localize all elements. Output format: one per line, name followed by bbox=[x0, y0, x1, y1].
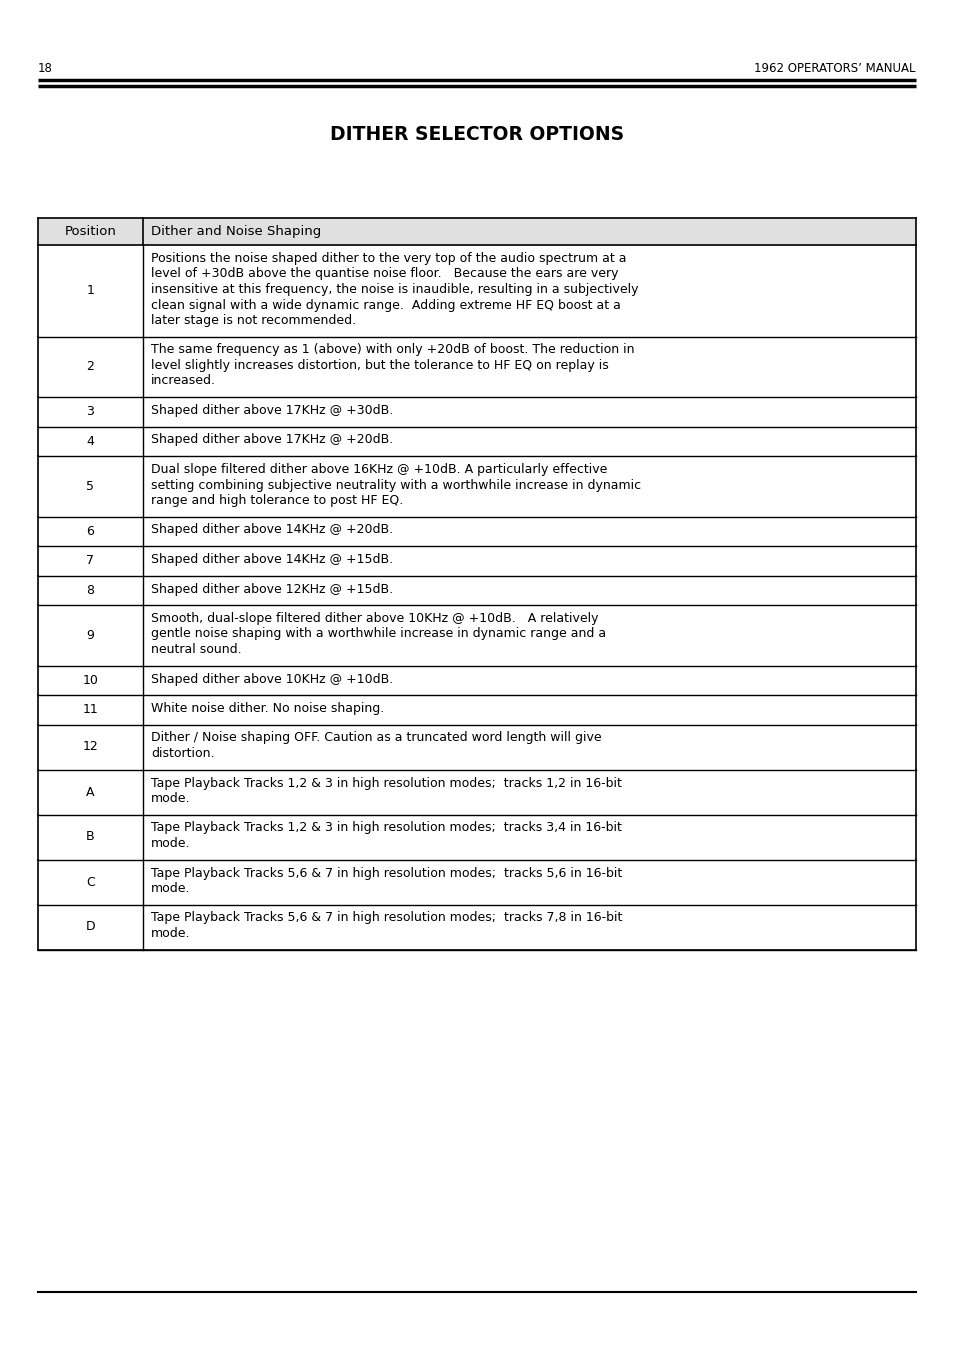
Text: 9: 9 bbox=[87, 628, 94, 642]
Text: Shaped dither above 14KHz @ +20dB.: Shaped dither above 14KHz @ +20dB. bbox=[151, 523, 393, 536]
Bar bbox=[38, 905, 915, 950]
Bar bbox=[38, 859, 915, 905]
Text: A: A bbox=[86, 785, 94, 798]
Text: range and high tolerance to post HF EQ.: range and high tolerance to post HF EQ. bbox=[151, 494, 403, 507]
Text: Position: Position bbox=[65, 226, 116, 238]
Text: B: B bbox=[86, 831, 94, 843]
Bar bbox=[38, 516, 915, 546]
Text: mode.: mode. bbox=[151, 882, 191, 894]
Text: 1: 1 bbox=[87, 284, 94, 297]
Text: Shaped dither above 12KHz @ +15dB.: Shaped dither above 12KHz @ +15dB. bbox=[151, 582, 393, 596]
Text: DITHER SELECTOR OPTIONS: DITHER SELECTOR OPTIONS bbox=[330, 124, 623, 143]
Text: Shaped dither above 14KHz @ +15dB.: Shaped dither above 14KHz @ +15dB. bbox=[151, 553, 393, 566]
Text: level of +30dB above the quantise noise floor.   Because the ears are very: level of +30dB above the quantise noise … bbox=[151, 267, 618, 281]
Text: 6: 6 bbox=[87, 524, 94, 538]
Text: 10: 10 bbox=[83, 674, 98, 686]
Text: level slightly increases distortion, but the tolerance to HF EQ on replay is: level slightly increases distortion, but… bbox=[151, 359, 608, 372]
Text: 7: 7 bbox=[87, 554, 94, 567]
Bar bbox=[38, 770, 915, 815]
Text: Tape Playback Tracks 5,6 & 7 in high resolution modes;  tracks 7,8 in 16-bit: Tape Playback Tracks 5,6 & 7 in high res… bbox=[151, 912, 621, 924]
Bar bbox=[38, 666, 915, 694]
Text: Dual slope filtered dither above 16KHz @ +10dB. A particularly effective: Dual slope filtered dither above 16KHz @… bbox=[151, 463, 607, 476]
Bar bbox=[38, 815, 915, 859]
Text: 4: 4 bbox=[87, 435, 94, 447]
Text: Shaped dither above 17KHz @ +30dB.: Shaped dither above 17KHz @ +30dB. bbox=[151, 404, 393, 417]
Bar bbox=[38, 397, 915, 427]
Text: White noise dither. No noise shaping.: White noise dither. No noise shaping. bbox=[151, 703, 384, 715]
Text: Dither and Noise Shaping: Dither and Noise Shaping bbox=[151, 226, 321, 238]
Text: 12: 12 bbox=[83, 740, 98, 754]
Text: Positions the noise shaped dither to the very top of the audio spectrum at a: Positions the noise shaped dither to the… bbox=[151, 253, 626, 265]
Text: Shaped dither above 10KHz @ +10dB.: Shaped dither above 10KHz @ +10dB. bbox=[151, 673, 393, 685]
Text: Tape Playback Tracks 1,2 & 3 in high resolution modes;  tracks 3,4 in 16-bit: Tape Playback Tracks 1,2 & 3 in high res… bbox=[151, 821, 621, 835]
Bar bbox=[38, 605, 915, 666]
Text: C: C bbox=[86, 875, 94, 889]
Bar bbox=[38, 724, 915, 770]
Text: gentle noise shaping with a worthwhile increase in dynamic range and a: gentle noise shaping with a worthwhile i… bbox=[151, 627, 605, 640]
Text: insensitive at this frequency, the noise is inaudible, resulting in a subjective: insensitive at this frequency, the noise… bbox=[151, 282, 638, 296]
Text: increased.: increased. bbox=[151, 374, 215, 388]
Text: setting combining subjective neutrality with a worthwhile increase in dynamic: setting combining subjective neutrality … bbox=[151, 478, 640, 492]
Text: Tape Playback Tracks 1,2 & 3 in high resolution modes;  tracks 1,2 in 16-bit: Tape Playback Tracks 1,2 & 3 in high res… bbox=[151, 777, 621, 789]
Bar bbox=[38, 694, 915, 724]
Text: The same frequency as 1 (above) with only +20dB of boost. The reduction in: The same frequency as 1 (above) with onl… bbox=[151, 343, 634, 357]
Bar bbox=[38, 457, 915, 516]
Bar bbox=[38, 218, 915, 245]
Text: distortion.: distortion. bbox=[151, 747, 214, 761]
Bar bbox=[38, 336, 915, 397]
Text: clean signal with a wide dynamic range.  Adding extreme HF EQ boost at a: clean signal with a wide dynamic range. … bbox=[151, 299, 620, 312]
Bar bbox=[38, 245, 915, 336]
Text: Shaped dither above 17KHz @ +20dB.: Shaped dither above 17KHz @ +20dB. bbox=[151, 434, 393, 446]
Text: later stage is not recommended.: later stage is not recommended. bbox=[151, 313, 355, 327]
Text: neutral sound.: neutral sound. bbox=[151, 643, 241, 657]
Text: 8: 8 bbox=[87, 584, 94, 597]
Text: 18: 18 bbox=[38, 62, 52, 74]
Text: Tape Playback Tracks 5,6 & 7 in high resolution modes;  tracks 5,6 in 16-bit: Tape Playback Tracks 5,6 & 7 in high res… bbox=[151, 866, 621, 880]
Bar bbox=[38, 427, 915, 457]
Text: mode.: mode. bbox=[151, 927, 191, 940]
Bar bbox=[38, 546, 915, 576]
Text: mode.: mode. bbox=[151, 838, 191, 850]
Text: 2: 2 bbox=[87, 361, 94, 373]
Text: D: D bbox=[86, 920, 95, 934]
Text: 3: 3 bbox=[87, 405, 94, 419]
Text: 5: 5 bbox=[87, 480, 94, 493]
Bar bbox=[38, 576, 915, 605]
Text: Smooth, dual-slope filtered dither above 10KHz @ +10dB.   A relatively: Smooth, dual-slope filtered dither above… bbox=[151, 612, 598, 626]
Text: 1962 OPERATORS’ MANUAL: 1962 OPERATORS’ MANUAL bbox=[754, 62, 915, 74]
Text: 11: 11 bbox=[83, 704, 98, 716]
Text: mode.: mode. bbox=[151, 792, 191, 805]
Text: Dither / Noise shaping OFF. Caution as a truncated word length will give: Dither / Noise shaping OFF. Caution as a… bbox=[151, 731, 601, 744]
